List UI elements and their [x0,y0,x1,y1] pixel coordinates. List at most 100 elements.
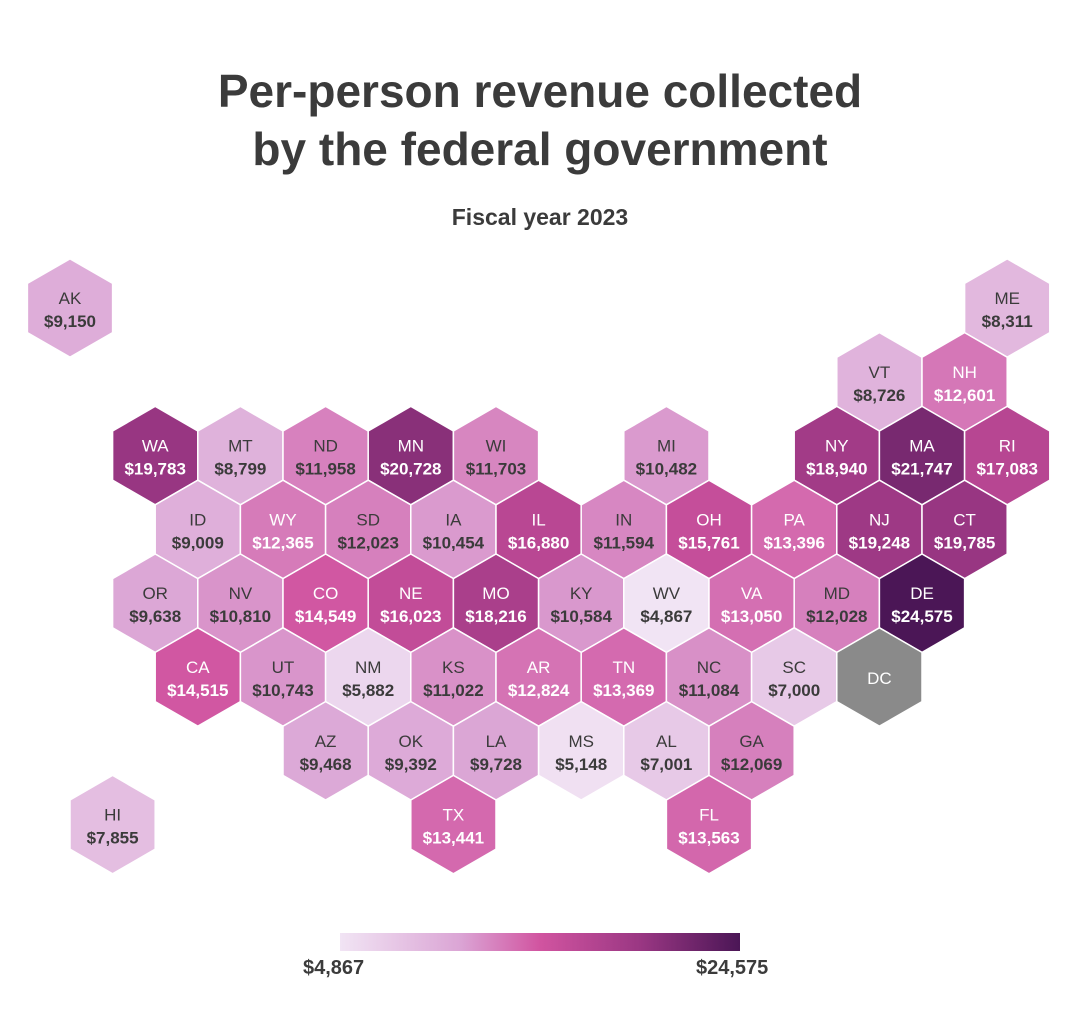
state-code-az: AZ [315,732,337,751]
state-hex-fl: FL $13,563 [665,774,753,875]
state-code-id: ID [189,510,206,529]
state-hex-de: DE $24,575 [878,553,966,654]
state-value-mo: $18,216 [465,607,526,626]
state-code-in: IN [615,510,632,529]
state-code-wy: WY [269,510,296,529]
state-code-vt: VT [869,363,891,382]
state-value-me: $8,311 [982,312,1033,331]
state-code-la: LA [486,732,507,751]
state-value-wv: $4,867 [640,607,692,626]
state-value-ct: $19,785 [934,533,995,552]
state-value-wa: $19,783 [124,460,185,479]
state-hex-ne: NE $16,023 [367,553,455,654]
state-value-ak: $9,150 [44,312,96,331]
state-value-ny: $18,940 [806,460,867,479]
state-code-ak: AK [59,289,82,308]
state-hex-hi: HI $7,855 [69,774,156,875]
legend-min-label: $4,867 [303,957,365,979]
state-hex-ky: KY $10,584 [537,553,625,654]
state-code-ne: NE [399,584,423,603]
state-code-sc: SC [782,658,806,677]
state-code-hi: HI [104,806,121,825]
state-value-mt: $8,799 [214,460,266,479]
state-code-nj: NJ [869,510,890,529]
state-value-az: $9,468 [300,755,352,774]
state-code-dc: DC [867,669,892,688]
state-code-ny: NY [825,437,849,456]
state-value-il: $16,880 [508,533,569,552]
state-code-de: DE [910,584,934,603]
state-hex-nv: NV $10,810 [197,553,284,654]
state-hex-tx: TX $13,441 [410,774,497,875]
state-code-nm: NM [355,658,381,677]
state-value-ne: $16,023 [380,607,441,626]
state-code-wa: WA [142,437,169,456]
state-hex-nh: NH $12,601 [921,331,1008,432]
state-hex-ms: MS $5,148 [537,700,625,801]
state-value-mn: $20,728 [380,460,441,479]
state-hex-co: CO $14,549 [282,553,369,654]
state-code-va: VA [741,584,763,603]
state-hex-tn: TN $13,369 [580,626,668,728]
state-code-tn: TN [612,658,635,677]
state-value-in: $11,594 [594,533,655,552]
state-hex-nj: NJ $19,248 [836,479,923,580]
state-code-il: IL [532,510,546,529]
state-value-va: $13,050 [721,607,782,626]
state-code-ct: CT [953,510,976,529]
state-value-wy: $12,365 [252,533,313,552]
state-value-nm: $5,882 [342,681,394,700]
state-code-me: ME [994,289,1020,308]
state-code-fl: FL [699,806,719,825]
state-hex-vt: VT $8,726 [836,331,923,432]
state-value-hi: $7,855 [87,829,139,848]
state-code-md: MD [824,584,850,603]
state-code-or: OR [142,584,168,603]
state-value-ar: $12,824 [508,681,570,700]
state-hex-ca: CA $14,515 [154,626,242,728]
state-hex-il: IL $16,880 [495,479,582,580]
state-hex-al: AL $7,001 [623,700,710,801]
state-code-nd: ND [313,437,338,456]
state-code-mi: MI [657,437,676,456]
state-value-tn: $13,369 [593,681,654,700]
state-value-ia: $10,454 [423,533,485,552]
state-hex-va: VA $13,050 [708,553,795,654]
state-code-mo: MO [482,584,509,603]
state-value-sc: $7,000 [768,681,820,700]
state-code-ks: KS [442,658,465,677]
state-code-mt: MT [228,437,253,456]
state-hex-dc: DC [836,626,923,728]
chart-subtitle: Fiscal year 2023 [451,204,629,230]
state-hex-sc: SC $7,000 [750,626,838,728]
state-code-ok: OK [399,732,424,751]
state-value-la: $9,728 [470,755,522,774]
legend-max-label: $24,575 [696,957,769,979]
state-value-nv: $10,810 [210,607,271,626]
state-value-oh: $15,761 [678,533,739,552]
state-shape-hi [69,774,156,875]
state-code-ar: AR [527,658,551,677]
state-value-sd: $12,023 [337,533,398,552]
state-hex-pa: PA $13,396 [750,479,838,580]
state-value-ut: $10,743 [252,681,313,700]
state-code-ga: GA [739,732,764,751]
state-value-md: $12,028 [806,607,867,626]
state-value-de: $24,575 [891,607,952,626]
state-value-ri: $17,083 [976,460,1037,479]
state-code-ri: RI [999,437,1016,456]
state-code-nv: NV [229,584,253,603]
state-code-co: CO [313,584,339,603]
title-line-2: by the federal government [252,123,828,175]
state-code-al: AL [656,732,677,751]
state-value-fl: $13,563 [678,829,739,848]
state-value-mi: $10,482 [636,460,697,479]
state-value-ms: $5,148 [555,755,607,774]
state-code-ut: UT [272,658,295,677]
state-code-nc: NC [697,658,722,677]
state-hex-ak: AK $9,150 [26,257,114,359]
legend-color-bar [340,933,740,951]
state-value-pa: $13,396 [763,533,824,552]
state-hex-ct: CT $19,785 [921,479,1008,580]
